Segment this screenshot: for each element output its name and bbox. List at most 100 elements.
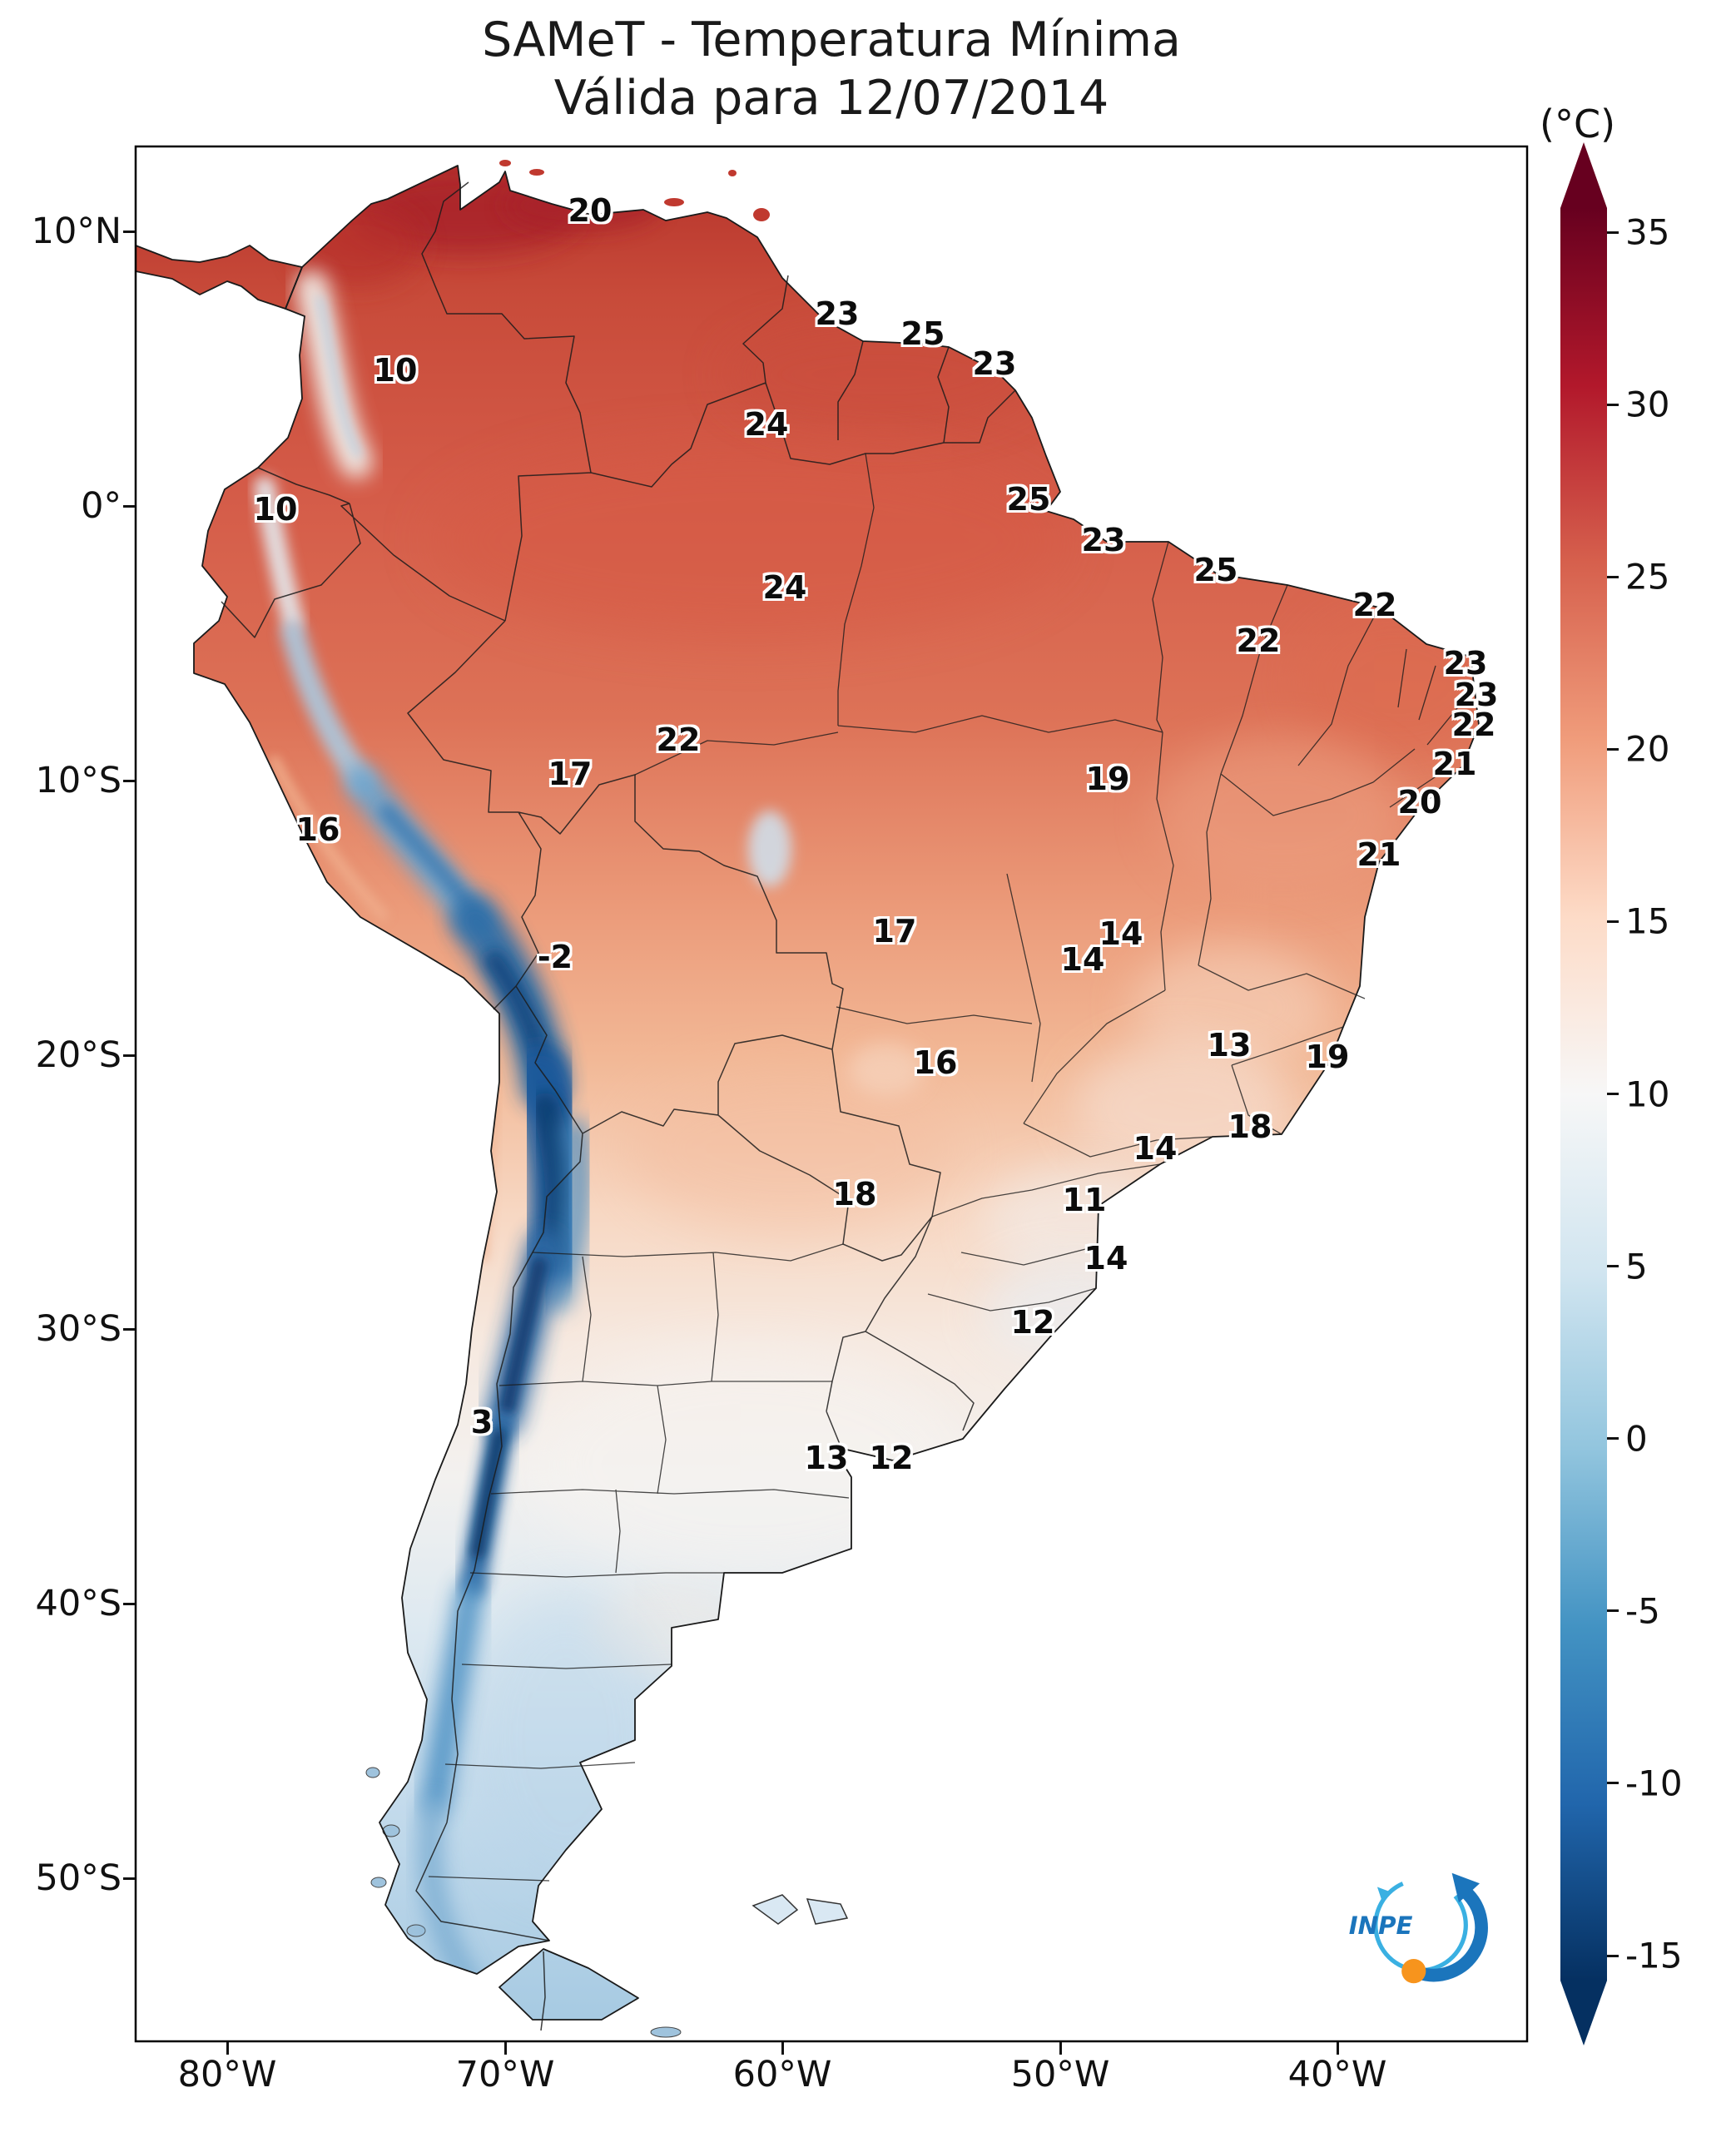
inpe-logo-orange-dot: [1401, 1959, 1426, 1984]
lat-tick-label: 20°S: [35, 1034, 122, 1076]
temperature-value-label: 14: [1133, 1130, 1178, 1167]
colorbar-tick-label: 35: [1625, 211, 1670, 253]
temperature-value-label: 23: [1443, 645, 1488, 682]
colorbar-tick-mark: [1607, 920, 1619, 923]
lat-tick-label: 10°S: [35, 760, 122, 801]
lat-tick-mark: [123, 1327, 136, 1331]
figure-title: SAMeT - Temperatura Mínima Válida para 1…: [136, 12, 1527, 127]
lon-tick-mark: [503, 2042, 507, 2055]
lon-tick-label: 50°W: [1010, 2054, 1110, 2095]
temperature-value-label: 25: [1006, 481, 1051, 518]
temperature-value-label: 17: [548, 756, 593, 792]
lat-tick-mark: [123, 779, 136, 782]
lat-tick-mark: [123, 230, 136, 233]
lat-tick-mark: [123, 1054, 136, 1057]
colorbar-tick-label: -15: [1625, 1935, 1683, 1976]
colorbar-tick-mark: [1607, 1782, 1619, 1785]
lon-tick-mark: [226, 2042, 229, 2055]
lat-tick-label: 0°: [81, 485, 122, 527]
inpe-logo-arrow: [1416, 1887, 1488, 1982]
colorbar-tick-label: 15: [1625, 900, 1670, 942]
temperature-value-label: 20: [1397, 784, 1442, 821]
lat-tick-mark: [123, 1602, 136, 1605]
colorbar-tick-mark: [1607, 747, 1619, 751]
temperature-value-label: 18: [832, 1176, 877, 1212]
temperature-value-label: 17: [872, 913, 917, 950]
temperature-value-label: 13: [804, 1440, 849, 1476]
temperature-value-label: 23: [972, 345, 1017, 382]
colorbar-tick-label: 5: [1625, 1246, 1648, 1287]
inpe-logo-arrowhead: [1451, 1872, 1481, 1903]
colorbar-tick-mark: [1607, 575, 1619, 578]
temperature-value-label: 18: [1228, 1108, 1272, 1145]
temperature-value-label: 20: [568, 192, 613, 229]
lat-tick-label: 30°S: [35, 1308, 122, 1350]
temperature-value-label: 11: [1062, 1182, 1107, 1218]
temperature-value-label: 22: [656, 721, 701, 758]
colorbar-tick-mark: [1607, 1954, 1619, 1957]
colorbar: [1560, 142, 1607, 2045]
lon-tick-mark: [1059, 2042, 1062, 2055]
lon-tick-label: 80°W: [177, 2054, 277, 2095]
temperature-value-label: 3: [470, 1404, 494, 1440]
temperature-value-label: 14: [1060, 941, 1105, 978]
colorbar-gradient: [1560, 208, 1607, 1981]
colorbar-tick-mark: [1607, 403, 1619, 406]
colorbar-tick-mark: [1607, 1093, 1619, 1095]
state-borders: [428, 453, 1466, 1882]
lon-tick-label: 40°W: [1287, 2054, 1387, 2095]
lat-tick-label: 10°N: [31, 211, 122, 252]
temperature-value-label: -2: [537, 939, 573, 975]
temperature-value-label: 23: [815, 295, 860, 332]
temperature-value-label: 21: [1357, 836, 1401, 873]
colorbar-tick-label: -10: [1625, 1763, 1683, 1804]
plot-frame: [134, 145, 1529, 2043]
caribbean-islands: [499, 160, 770, 221]
colorbar-tick-mark: [1607, 1609, 1619, 1613]
temperature-value-label: 10: [253, 491, 298, 528]
colorbar-bottom-arrow: [1560, 1981, 1607, 2045]
colorbar-tick-label: 30: [1625, 384, 1670, 425]
temperature-value-label: 22: [1236, 622, 1281, 659]
colorbar-tick-mark: [1607, 231, 1619, 234]
tierra-del-fuego: [499, 1949, 638, 2020]
lon-tick-label: 70°W: [455, 2054, 555, 2095]
colorbar-top-arrow: [1560, 142, 1607, 208]
colorbar-tick-label: -5: [1625, 1590, 1660, 1632]
map-plot-area: [136, 160, 1480, 2038]
temperature-value-label: 24: [762, 569, 807, 606]
temperature-value-label: 19: [1305, 1039, 1350, 1075]
temperature-value-label: 16: [913, 1044, 958, 1081]
panama-isthmus: [136, 245, 302, 309]
colorbar-tick-mark: [1607, 1265, 1619, 1268]
temperature-value-label: 19: [1085, 761, 1130, 797]
colorbar-tick-label: 10: [1625, 1074, 1670, 1114]
title-line1: SAMeT - Temperatura Mínima: [482, 12, 1181, 67]
temperature-value-label: 23: [1454, 677, 1499, 713]
temperature-value-label: 21: [1432, 746, 1477, 782]
lon-tick-mark: [781, 2042, 784, 2055]
temperature-value-label: 14: [1099, 915, 1143, 952]
temperature-value-label: 10: [373, 352, 418, 389]
lat-tick-mark: [123, 1877, 136, 1880]
lon-tick-label: 60°W: [732, 2054, 832, 2095]
temperature-value-label: 25: [1193, 552, 1238, 588]
lat-tick-label: 40°S: [35, 1583, 122, 1624]
lat-tick-mark: [123, 504, 136, 508]
temperature-value-label: 25: [900, 315, 945, 352]
title-line2: Válida para 12/07/2014: [553, 70, 1109, 126]
temperature-value-label: 12: [1010, 1304, 1055, 1341]
temperature-value-label: 12: [869, 1440, 914, 1476]
temperature-value-label: 14: [1084, 1240, 1128, 1277]
temperature-value-label: 13: [1207, 1027, 1252, 1064]
colorbar-unit-label: (°C): [1540, 102, 1616, 146]
patagonian-islets: [365, 1767, 682, 2038]
temperature-value-label: 24: [744, 406, 789, 443]
colorbar-tick-label: 0: [1625, 1418, 1648, 1460]
lon-tick-mark: [1336, 2042, 1339, 2055]
temperature-value-label: 22: [1352, 587, 1397, 623]
colorbar-tick-mark: [1607, 1437, 1619, 1440]
temperature-value-label: 16: [295, 811, 340, 848]
